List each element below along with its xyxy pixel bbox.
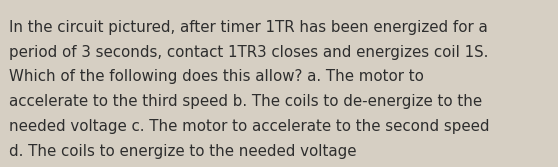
Text: accelerate to the third speed b. The coils to de-energize to the: accelerate to the third speed b. The coi… <box>9 94 483 109</box>
Text: period of 3 seconds, contact 1TR3 closes and energizes coil 1S.: period of 3 seconds, contact 1TR3 closes… <box>9 45 489 60</box>
Text: Which of the following does this allow? a. The motor to: Which of the following does this allow? … <box>9 69 425 85</box>
Text: d. The coils to energize to the needed voltage: d. The coils to energize to the needed v… <box>9 144 357 159</box>
Text: In the circuit pictured, after timer 1TR has been energized for a: In the circuit pictured, after timer 1TR… <box>9 20 488 35</box>
Text: needed voltage c. The motor to accelerate to the second speed: needed voltage c. The motor to accelerat… <box>9 119 490 134</box>
